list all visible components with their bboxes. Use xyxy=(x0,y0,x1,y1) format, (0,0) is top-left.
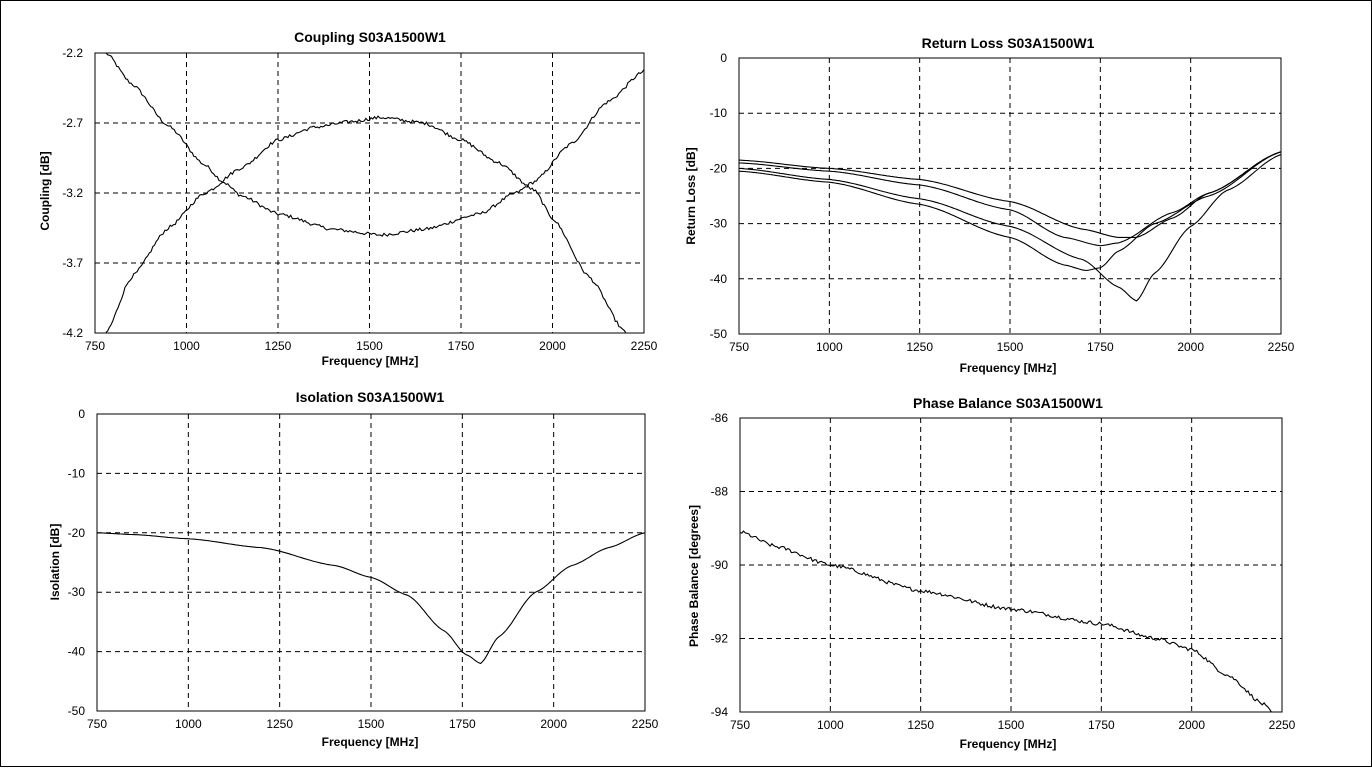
coupling-x-tick-label: 1750 xyxy=(448,339,475,353)
isolation-plot: 750 1000 1250 1500 1750 2000 2250 0 -10 -20 -30 -40… xyxy=(68,407,659,731)
return-loss-y-tick-label: 0 xyxy=(720,51,727,65)
phase-balance-ylabel: Phase Balance [degrees] xyxy=(687,505,701,647)
coupling-plot-frame xyxy=(94,52,645,334)
return-loss-x-tick-label: 1500 xyxy=(997,340,1024,354)
return-loss-x-tick-label: 1750 xyxy=(1087,340,1114,354)
phase-balance-x-tick-label: 1000 xyxy=(817,718,844,732)
phase-balance-y-tick-label: -90 xyxy=(711,558,729,572)
return-loss-xlabel: Frequency [MHz] xyxy=(960,361,1057,375)
isolation-x-tick-label: 750 xyxy=(87,717,107,731)
isolation-y-tick-label: -50 xyxy=(68,704,86,718)
coupling-y-tick-label: -3.7 xyxy=(62,256,83,270)
coupling-series-line xyxy=(105,115,627,333)
isolation-chart: Isolation S03A1500W1 Frequency [MHz] Iso… xyxy=(48,389,659,749)
coupling-ylabel: Coupling [dB] xyxy=(38,151,52,230)
isolation-x-tick-label: 2250 xyxy=(632,717,659,731)
return-loss-y-tick-label: -30 xyxy=(710,217,728,231)
return-loss-y-tick-label: -10 xyxy=(710,106,728,120)
phase-balance-x-tick-label: 750 xyxy=(730,718,750,732)
isolation-ylabel: Isolation [dB] xyxy=(48,524,62,601)
return-loss-y-tick-label: -50 xyxy=(710,327,728,341)
coupling-y-tick-label: -4.2 xyxy=(62,326,83,340)
isolation-y-tick-label: -30 xyxy=(68,585,86,599)
phase-balance-xlabel: Frequency [MHz] xyxy=(960,737,1057,751)
return-loss-ylabel: Return Loss [dB] xyxy=(684,147,698,244)
phase-balance-plot-frame xyxy=(739,417,1283,713)
phase-balance-chart: Phase Balance S03A1500W1 Frequency [MHz]… xyxy=(687,395,1296,751)
return-loss-chart: Return Loss S03A1500W1 Frequency [MHz] R… xyxy=(684,35,1295,375)
isolation-x-tick-label: 2000 xyxy=(540,717,567,731)
coupling-title: Coupling S03A1500W1 xyxy=(294,29,446,45)
coupling-plot: 750 1000 1250 1500 1750 2000 2250 -2.2 -2.7 -3.2 -… xyxy=(62,46,657,353)
phase-balance-x-tick-label: 2000 xyxy=(1178,718,1205,732)
isolation-series-line xyxy=(96,532,646,665)
isolation-x-tick-label: 1500 xyxy=(358,717,385,731)
return-loss-x-tick-label: 1000 xyxy=(816,340,843,354)
coupling-xlabel: Frequency [MHz] xyxy=(322,354,419,368)
phase-balance-title: Phase Balance S03A1500W1 xyxy=(913,395,1103,411)
phase-balance-series-line xyxy=(739,530,1272,712)
isolation-y-tick-label: 0 xyxy=(78,407,85,421)
isolation-y-tick-label: -20 xyxy=(68,526,86,540)
return-loss-series-line xyxy=(738,154,1282,302)
coupling-x-tick-label: 1250 xyxy=(265,339,292,353)
coupling-y-tick-label: -3.2 xyxy=(62,186,83,200)
return-loss-series-line xyxy=(738,151,1282,238)
isolation-y-tick-label: -10 xyxy=(68,466,86,480)
isolation-plot-frame xyxy=(96,413,646,712)
return-loss-plot: 750 1000 1250 1500 1750 2000 2250 0 -10 -20 -30 -40… xyxy=(710,51,1295,354)
phase-balance-y-tick-label: -88 xyxy=(711,485,729,499)
return-loss-y-tick-label: -40 xyxy=(710,272,728,286)
isolation-y-tick-label: -40 xyxy=(68,645,86,659)
isolation-x-tick-label: 1000 xyxy=(175,717,202,731)
isolation-xlabel: Frequency [MHz] xyxy=(322,735,419,749)
phase-balance-x-tick-label: 2250 xyxy=(1269,718,1296,732)
isolation-x-tick-label: 1250 xyxy=(266,717,293,731)
return-loss-x-tick-label: 750 xyxy=(729,340,749,354)
phase-balance-y-tick-label: -92 xyxy=(711,632,729,646)
phase-balance-y-tick-label: -86 xyxy=(711,411,729,425)
coupling-x-tick-label: 1000 xyxy=(173,339,200,353)
coupling-x-tick-label: 750 xyxy=(85,339,105,353)
return-loss-x-tick-label: 2250 xyxy=(1268,340,1295,354)
return-loss-series-line xyxy=(738,151,1282,272)
coupling-chart: Coupling S03A1500W1 Frequency [MHz] Coup… xyxy=(38,29,658,368)
coupling-y-tick-label: -2.7 xyxy=(62,116,83,130)
isolation-x-tick-label: 1750 xyxy=(449,717,476,731)
coupling-x-tick-label: 2250 xyxy=(631,339,658,353)
coupling-x-tick-label: 2000 xyxy=(539,339,566,353)
coupling-series-line xyxy=(105,52,645,237)
phase-balance-x-tick-label: 1250 xyxy=(907,718,934,732)
return-loss-x-tick-label: 2000 xyxy=(1177,340,1204,354)
return-loss-title: Return Loss S03A1500W1 xyxy=(922,35,1095,51)
phase-balance-plot: 750 1000 1250 1500 1750 2000 2250 -86 -88 -90 -92 -… xyxy=(711,411,1296,732)
phase-balance-x-tick-label: 1750 xyxy=(1088,718,1115,732)
phase-balance-x-tick-label: 1500 xyxy=(998,718,1025,732)
coupling-y-tick-label: -2.2 xyxy=(62,46,83,60)
return-loss-x-tick-label: 1250 xyxy=(906,340,933,354)
isolation-title: Isolation S03A1500W1 xyxy=(296,389,445,405)
phase-balance-y-tick-label: -94 xyxy=(711,705,729,719)
coupling-x-tick-label: 1500 xyxy=(356,339,383,353)
return-loss-series-line xyxy=(738,151,1282,247)
return-loss-plot-frame xyxy=(738,57,1282,335)
return-loss-y-tick-label: -20 xyxy=(710,161,728,175)
